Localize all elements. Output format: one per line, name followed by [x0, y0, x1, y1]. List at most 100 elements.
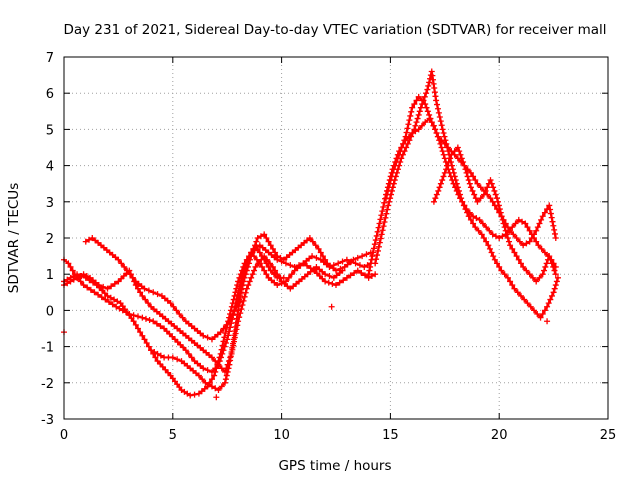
data-point	[529, 274, 536, 281]
data-point	[180, 344, 187, 351]
data-point	[477, 184, 484, 191]
data-point	[150, 289, 157, 296]
data-point	[435, 187, 442, 194]
data-point	[459, 198, 466, 205]
data-point	[551, 226, 558, 233]
data-point	[287, 262, 294, 269]
data-point	[363, 251, 370, 258]
data-point	[241, 293, 248, 300]
data-point	[200, 332, 207, 339]
data-point	[430, 198, 437, 205]
data-point	[543, 260, 550, 267]
data-point	[132, 321, 139, 328]
data-point	[276, 274, 283, 281]
data-point	[377, 216, 384, 223]
series-line	[62, 255, 344, 374]
data-point	[470, 173, 477, 180]
data-point	[408, 133, 415, 140]
data-point	[174, 339, 181, 346]
data-point	[436, 113, 443, 120]
data-point	[366, 267, 373, 274]
data-point	[211, 372, 218, 379]
data-point	[517, 260, 524, 267]
data-point	[208, 383, 215, 390]
data-point	[412, 122, 419, 129]
data-point	[477, 195, 484, 202]
data-point	[441, 140, 448, 147]
data-point	[458, 155, 465, 162]
data-point	[153, 320, 160, 327]
data-point	[191, 391, 198, 398]
data-point	[517, 292, 524, 299]
data-point	[491, 187, 498, 194]
data-point	[454, 144, 461, 151]
data-point	[217, 329, 224, 336]
data-point	[249, 271, 256, 278]
data-point	[208, 376, 215, 383]
data-point	[154, 350, 161, 357]
data-point	[185, 350, 192, 357]
data-point	[411, 126, 418, 133]
data-point	[109, 301, 116, 308]
data-point	[513, 235, 520, 241]
data-point	[312, 242, 319, 249]
data-point	[167, 300, 174, 307]
data-point	[423, 90, 430, 97]
data-point	[428, 119, 435, 126]
data-point	[432, 195, 439, 202]
data-point	[95, 282, 102, 289]
data-point	[333, 267, 339, 274]
data-point	[319, 275, 326, 282]
data-point	[137, 329, 144, 336]
data-point	[521, 296, 528, 303]
data-point	[330, 262, 337, 269]
data-point	[471, 191, 478, 198]
data-point	[69, 267, 76, 274]
data-point	[461, 162, 468, 169]
data-point	[427, 75, 434, 82]
data-point	[484, 184, 491, 191]
data-point	[379, 227, 386, 234]
data-point	[139, 314, 146, 321]
data-point	[74, 274, 81, 281]
data-point	[539, 271, 546, 278]
data-point	[535, 242, 542, 249]
data-point	[254, 235, 261, 241]
data-point	[375, 224, 382, 231]
data-point	[546, 253, 553, 260]
series-track-6	[367, 117, 557, 276]
series-markers	[61, 245, 287, 399]
data-point	[139, 332, 146, 339]
data-point	[240, 297, 247, 304]
series-markers	[61, 253, 346, 375]
data-point	[205, 381, 212, 388]
data-point	[219, 350, 226, 357]
data-point	[520, 263, 527, 270]
data-point	[383, 210, 390, 217]
data-point	[179, 314, 186, 321]
data-point	[258, 256, 265, 263]
data-point	[150, 318, 157, 325]
data-point	[231, 292, 238, 299]
data-point	[552, 282, 559, 289]
data-point	[230, 340, 237, 347]
x-tick-label: 15	[382, 428, 399, 443]
data-point	[409, 104, 416, 111]
data-point	[547, 256, 554, 263]
data-point	[195, 372, 202, 379]
data-point	[437, 118, 444, 125]
series-markers	[61, 249, 379, 375]
data-point	[146, 317, 153, 324]
data-point	[134, 325, 141, 332]
data-point	[544, 318, 551, 325]
data-point	[227, 357, 234, 364]
data-point	[251, 267, 258, 274]
data-point	[424, 86, 431, 93]
data-point	[511, 249, 518, 256]
data-point	[447, 155, 454, 162]
data-point	[474, 180, 481, 187]
data-point	[277, 254, 284, 261]
data-point	[309, 253, 316, 260]
data-point	[358, 269, 365, 276]
series-line	[62, 247, 285, 397]
